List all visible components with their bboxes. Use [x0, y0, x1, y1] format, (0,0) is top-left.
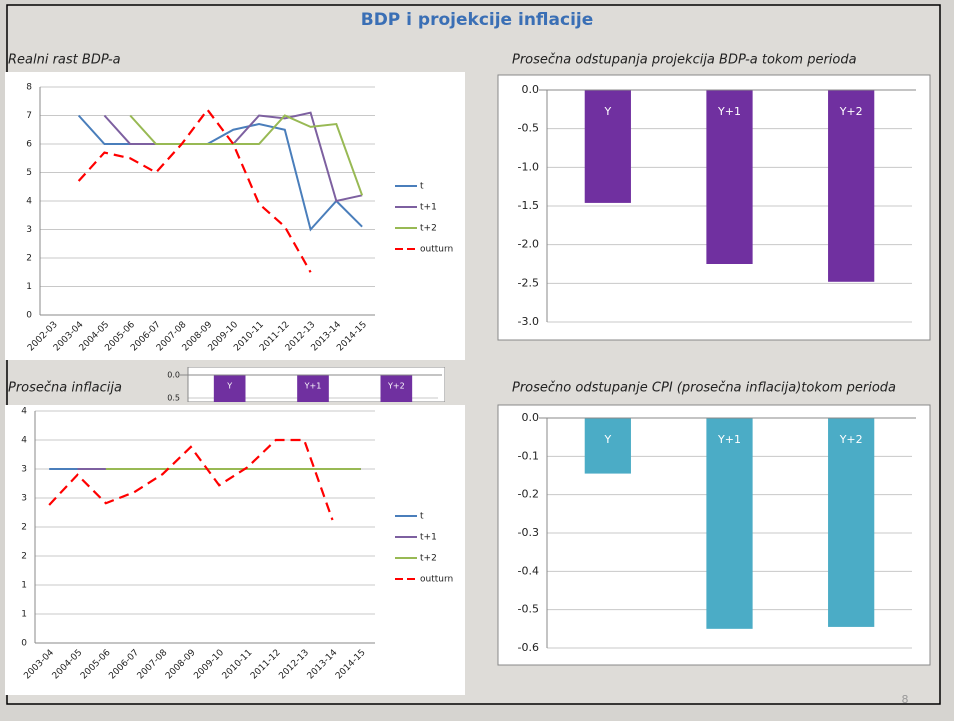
bar-category-label: Y	[226, 382, 232, 391]
bar-category-label: Y+1	[717, 433, 741, 446]
bar	[706, 90, 753, 264]
y-tick-label: 6	[26, 140, 32, 150]
bar-category-label: Y+1	[717, 105, 741, 118]
y-tick-label: 5	[26, 168, 32, 178]
series-line	[129, 114, 364, 196]
y-tick-label: 0.0	[167, 371, 180, 380]
y-tick-label: 1	[26, 282, 32, 292]
series-line	[77, 114, 363, 232]
y-tick-label: -2.0	[518, 238, 539, 251]
bar-category-label: Y+1	[304, 382, 322, 391]
series-line	[77, 107, 312, 273]
y-tick-label: 0.0	[522, 411, 540, 424]
y-tick-label: -0.3	[518, 526, 539, 539]
y-tick-label: -1.5	[518, 199, 539, 212]
legend-label: outturn	[420, 245, 453, 255]
y-tick-label: -0.4	[518, 564, 539, 577]
y-tick-label: 2	[26, 254, 32, 264]
y-tick-label: -0.2	[518, 488, 539, 501]
bar	[828, 418, 875, 627]
chart: 0123456782002-032003-042004-052005-06200…	[5, 72, 465, 360]
y-tick-label: -0.6	[518, 641, 539, 654]
y-tick-label: -2.5	[518, 276, 539, 289]
chart-caption: Prosečna odstupanja projekcija BDP-a tok…	[512, 53, 857, 68]
chart-caption: Prosečna inflacija	[8, 381, 122, 396]
y-tick-label: 4	[21, 436, 27, 446]
chart: 0.0 -0.1 -0.2 -0.3 -0.4 -0.5 -0.6 Y Y+1 Y+2	[497, 404, 931, 666]
y-tick-label: -0.1	[518, 449, 539, 462]
bar	[297, 375, 329, 402]
bar	[584, 90, 631, 203]
bar	[380, 375, 413, 402]
legend-label: t+2	[420, 554, 437, 564]
bar-category-label: Y	[603, 433, 611, 446]
bar-category-label: Y+2	[387, 382, 405, 391]
y-tick-label: 1	[21, 610, 27, 620]
chart-caption: Prosečno odstupanje CPI (prosečna inflac…	[512, 381, 896, 396]
y-tick-label: -0.5	[518, 603, 539, 616]
y-tick-label: 3	[21, 465, 27, 475]
y-tick-label: -0.5	[518, 122, 539, 135]
bar	[584, 418, 631, 474]
chart: 0112233442003-042004-052005-062006-07200…	[5, 405, 465, 695]
bar-category-label: Y	[603, 105, 611, 118]
y-tick-label: -3.0	[518, 315, 539, 328]
legend-label: t	[420, 512, 424, 522]
chart: 0.0 -0.5 -1.0 -1.5 -2.0 -2.5 -3.0 Y Y+1 Y+2	[497, 74, 931, 341]
legend-label: t+1	[420, 533, 437, 543]
bar-category-label: Y+2	[839, 105, 863, 118]
y-tick-label: 4	[21, 407, 27, 417]
series-line	[48, 438, 334, 521]
y-tick-label: 0	[26, 311, 32, 321]
legend-label: outturn	[420, 575, 453, 585]
y-tick-label: 0.5	[167, 394, 180, 403]
bar	[706, 418, 753, 629]
bar-category-label: Y+2	[839, 433, 863, 446]
page-number: 8	[902, 693, 909, 706]
chart: 0.0 0.5 Y Y+1 Y+2	[167, 367, 445, 403]
legend-label: t+2	[420, 224, 437, 234]
y-tick-label: 0.0	[522, 83, 540, 96]
bar	[828, 90, 875, 282]
y-tick-label: 2	[21, 552, 27, 562]
slide-title: BDP i projekcije inflacije	[361, 10, 594, 30]
y-tick-label: 2	[21, 523, 27, 533]
y-tick-label: 7	[26, 111, 32, 121]
y-tick-label: -1.0	[518, 160, 539, 173]
y-tick-label: 3	[21, 494, 27, 504]
legend-label: t	[420, 182, 424, 192]
y-tick-label: 3	[26, 225, 32, 235]
y-tick-label: 4	[26, 197, 32, 207]
chart-panel	[5, 405, 465, 695]
y-tick-label: 8	[26, 83, 32, 93]
legend-label: t+1	[420, 203, 437, 213]
chart-caption: Realni rast BDP-a	[8, 53, 121, 68]
y-tick-label: 0	[21, 639, 27, 649]
bar	[213, 375, 246, 402]
y-tick-label: 1	[21, 581, 27, 591]
